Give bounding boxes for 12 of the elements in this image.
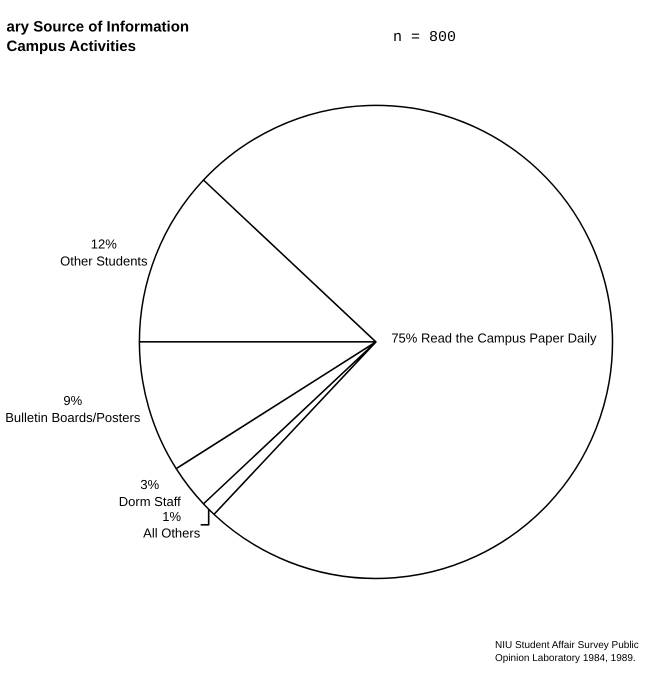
data-label: 1%	[162, 508, 182, 524]
slice-label: Other Students	[60, 254, 148, 269]
slice-label: All Others	[143, 526, 201, 541]
text: NIU Student Affair Survey Public Opinion Laboratory 1984, 1989.	[495, 640, 639, 664]
data-label: 9%	[63, 393, 83, 408]
chart-title: ary Source of Information Campus Activities	[6, 18, 190, 55]
slice-label: Bulletin Boards/Posters	[5, 410, 141, 426]
slice-label: 75% Read the Campus Paper Daily	[391, 330, 598, 346]
data-label: 12%	[90, 236, 118, 252]
data-label: 3%	[140, 476, 160, 492]
text: n = 800	[393, 29, 456, 46]
slice-label: Dorm Staff	[118, 494, 182, 509]
